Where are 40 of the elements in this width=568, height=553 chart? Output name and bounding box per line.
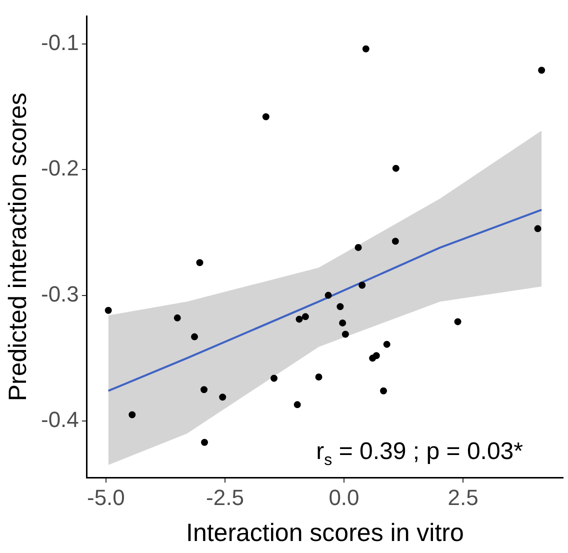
point	[296, 316, 303, 323]
point	[354, 244, 362, 252]
x-tick-label: 0.0	[328, 484, 360, 510]
point	[324, 292, 332, 299]
point	[342, 330, 349, 338]
x-tick-label: 2.5	[448, 484, 478, 510]
point	[454, 318, 462, 326]
point	[196, 259, 204, 266]
point	[380, 387, 388, 394]
point	[262, 113, 270, 120]
point	[372, 352, 380, 360]
point	[191, 333, 198, 340]
x-axis-title: Interaction scores in vitro	[186, 518, 464, 547]
y-tick-label: -0.2	[40, 156, 79, 181]
point	[200, 386, 208, 394]
point	[358, 282, 366, 289]
point	[534, 225, 542, 232]
point	[104, 306, 112, 314]
x-tick-label: -2.5	[206, 484, 244, 510]
y-tick-label: -0.3	[40, 281, 79, 306]
x-tick-label: -5.0	[86, 484, 125, 510]
point	[219, 394, 226, 401]
point	[315, 374, 322, 381]
point	[392, 238, 399, 245]
point	[392, 164, 400, 172]
point	[294, 401, 301, 408]
point	[128, 411, 136, 418]
y-tick-label: -0.4	[40, 407, 79, 432]
point	[336, 303, 344, 310]
point	[362, 45, 370, 52]
point	[538, 66, 546, 74]
point	[339, 319, 346, 326]
point	[270, 374, 278, 382]
annotation: r$_{s}$ = 0.39 ; p = 0.03*	[316, 438, 523, 470]
y-tick-label: -0.1	[40, 30, 79, 55]
point	[302, 313, 309, 320]
point	[201, 438, 208, 446]
point	[383, 340, 390, 348]
y-axis-title: Predicted interaction scores	[4, 92, 32, 402]
point	[174, 314, 181, 322]
